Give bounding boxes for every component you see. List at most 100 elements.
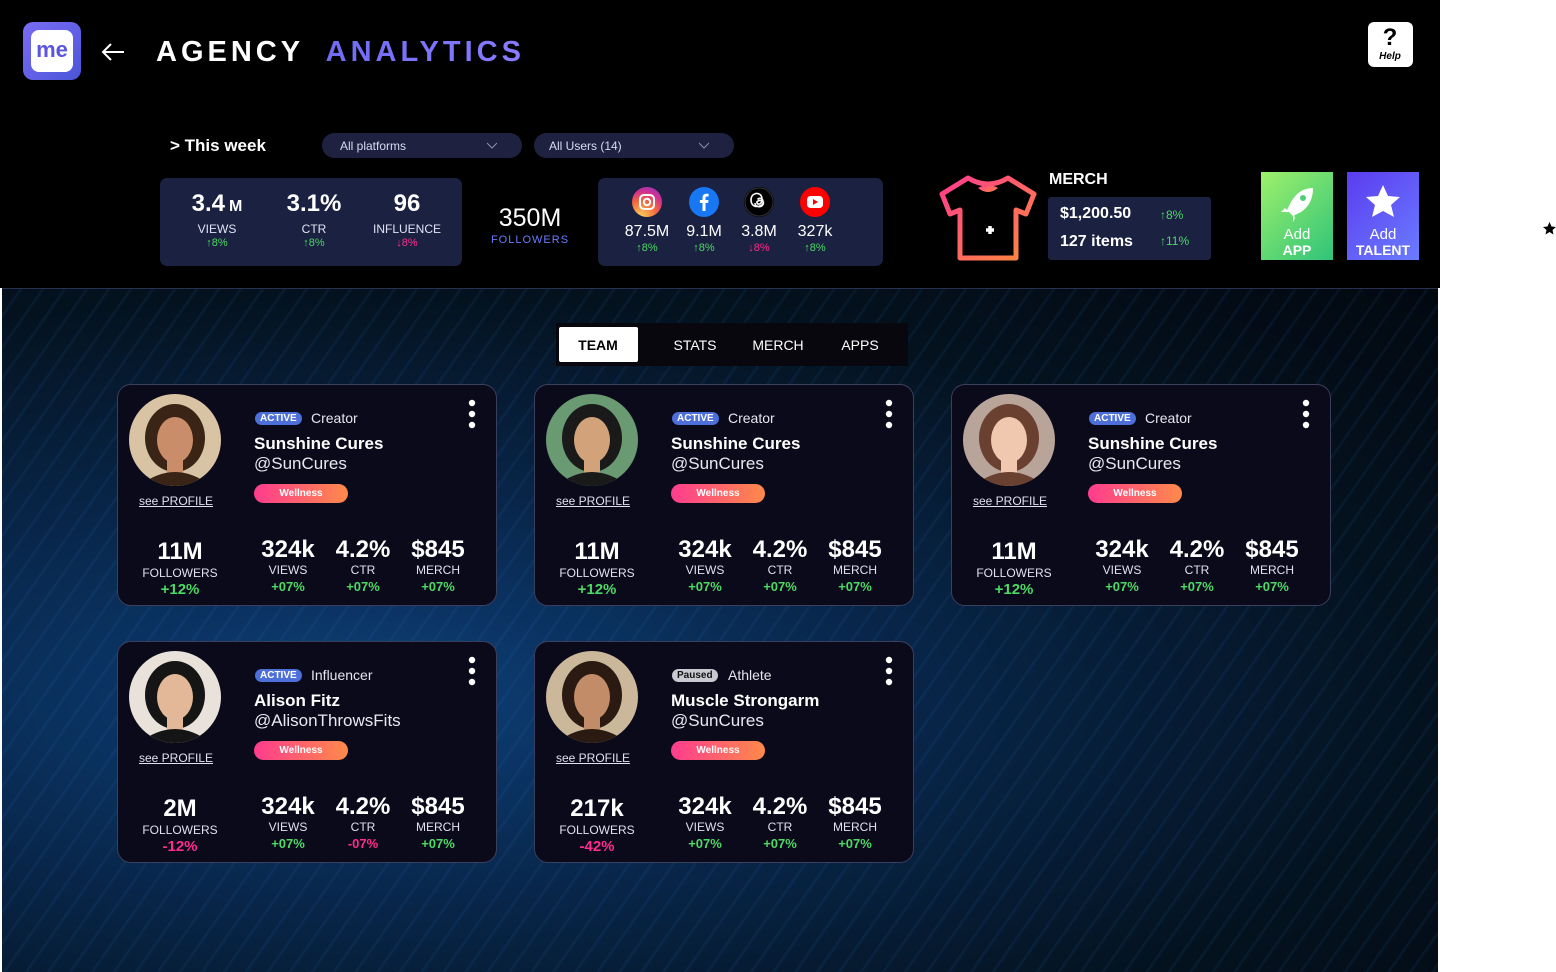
- card-stat-change: -07%: [347, 836, 379, 851]
- tab[interactable]: MERCH: [752, 337, 804, 353]
- stat-change: ↑8%: [206, 237, 228, 249]
- talent-card[interactable]: see PROFILE Paused Athlete Muscle Strongarm…: [534, 641, 914, 863]
- menu-button[interactable]: [885, 399, 893, 429]
- card-stat-value: $845: [411, 536, 465, 563]
- star-icon: [1543, 222, 1556, 235]
- back-arrow[interactable]: [100, 42, 126, 62]
- card-stat-value: 4.2%: [752, 793, 808, 820]
- card-stat-value: $845: [411, 793, 465, 820]
- platform-icon: [744, 187, 774, 217]
- avatar: [129, 651, 221, 743]
- merch-items: 127 items: [1060, 233, 1133, 250]
- stat-change: ↑8%: [303, 237, 325, 249]
- followers-change: -12%: [162, 838, 198, 855]
- status-badge: ACTIVE: [255, 412, 302, 425]
- card-stat-label: CTR: [350, 563, 376, 577]
- handle: @SunCures: [671, 711, 764, 730]
- menu-button[interactable]: [468, 399, 476, 429]
- help-icon: ?: [1382, 24, 1398, 51]
- card-stat-change: +07%: [421, 579, 455, 594]
- avatar: [546, 651, 638, 743]
- profile-link[interactable]: see PROFILE: [555, 751, 631, 765]
- card-stat-value: 4.2%: [752, 536, 808, 563]
- profile-link[interactable]: see PROFILE: [555, 494, 631, 508]
- button-line: APP: [1282, 242, 1312, 258]
- title-part: AGENCY: [156, 36, 304, 68]
- card-stat-change: +07%: [271, 579, 305, 594]
- tab[interactable]: APPS: [841, 337, 879, 353]
- followers-change: +12%: [160, 581, 200, 598]
- menu-button[interactable]: [468, 656, 476, 686]
- users-dropdown[interactable]: All Users (14): [534, 133, 734, 158]
- logo-text: me: [36, 37, 68, 62]
- tab[interactable]: STATS: [673, 337, 717, 353]
- status-badge: ACTIVE: [1089, 412, 1136, 425]
- tag: Wellness: [671, 484, 765, 503]
- profile-link[interactable]: see PROFILE: [138, 751, 214, 765]
- talent-card[interactable]: see PROFILE ACTIVE Creator Sunshine Cures @S…: [534, 384, 914, 606]
- handle: @AlisonThrowsFits: [254, 711, 401, 730]
- card-stat-change: +07%: [421, 836, 455, 851]
- card-stat-value: 4.2%: [1169, 536, 1225, 563]
- logo[interactable]: me: [23, 22, 81, 80]
- followers-value: 11M: [574, 538, 620, 565]
- card-stat-label: MERCH: [1250, 563, 1294, 577]
- stat-value: 96: [394, 190, 421, 218]
- period[interactable]: > This week: [170, 136, 266, 155]
- card-stat-change: +07%: [763, 579, 797, 594]
- followers-label: FOLLOWERS: [559, 566, 635, 580]
- menu-button[interactable]: [1302, 399, 1310, 429]
- role: Influencer: [311, 667, 373, 683]
- followers-value: 11M: [157, 538, 203, 565]
- menu-button[interactable]: [885, 656, 893, 686]
- card-stat-change: +07%: [688, 579, 722, 594]
- card-stat-change: +07%: [1255, 579, 1289, 594]
- add-app-button[interactable]: Add APP: [1261, 172, 1333, 260]
- card-stat-label: CTR: [767, 820, 793, 834]
- card-stat-value: 4.2%: [335, 793, 391, 820]
- followers-label: FOLLOWERS: [559, 823, 635, 837]
- followers-value: 2M: [163, 795, 197, 822]
- main-area: TEAM STATS MERCH APPS see PROFILE ACTIVE Crea…: [2, 288, 1438, 972]
- profile-link[interactable]: see PROFILE: [138, 494, 214, 508]
- talent-card[interactable]: see PROFILE ACTIVE Creator Sunshine Cures @S…: [117, 384, 497, 606]
- tag: Wellness: [1088, 484, 1182, 503]
- followers-label: FOLLOWERS: [142, 823, 218, 837]
- handle: @SunCures: [671, 454, 764, 473]
- talent-card[interactable]: see PROFILE ACTIVE Influencer Alison Fitz @A…: [117, 641, 497, 863]
- card-stat-label: MERCH: [833, 820, 877, 834]
- tab-bar: TEAM STATS MERCH APPS: [556, 323, 908, 366]
- role: Creator: [1145, 410, 1192, 426]
- card-stat-change: +07%: [1105, 579, 1139, 594]
- tab[interactable]: TEAM: [578, 337, 618, 353]
- talent-card[interactable]: see PROFILE ACTIVE Creator Sunshine Cures @S…: [951, 384, 1331, 606]
- role: Creator: [728, 410, 775, 426]
- button-line: TALENT: [1355, 242, 1411, 258]
- card-stat-label: VIEWS: [685, 563, 725, 577]
- card-stat-change: +07%: [271, 836, 305, 851]
- card-stat-value: 324k: [1095, 536, 1149, 563]
- card-stat-label: VIEWS: [268, 820, 308, 834]
- followers-change: +12%: [577, 581, 617, 598]
- profile-link[interactable]: see PROFILE: [972, 494, 1048, 508]
- platform-value: 3.8M: [741, 223, 777, 240]
- followers-change: -42%: [579, 838, 615, 855]
- platform-icon: [689, 187, 719, 217]
- card-stat-value: $845: [1245, 536, 1299, 563]
- role: Creator: [311, 410, 358, 426]
- status-badge: Paused: [672, 669, 718, 682]
- handle: @SunCures: [1088, 454, 1181, 473]
- card-stat-label: CTR: [350, 820, 376, 834]
- help-button[interactable]: ? Help: [1368, 22, 1413, 67]
- merch-icon: [939, 175, 1037, 261]
- platform-dropdown[interactable]: All platforms: [322, 133, 522, 158]
- title-part: ANALYTICS: [325, 36, 525, 68]
- name: Alison Fitz: [254, 691, 340, 710]
- name: Sunshine Cures: [671, 434, 801, 453]
- avatar: [546, 394, 638, 486]
- card-stat-label: MERCH: [416, 563, 460, 577]
- card-stat-label: MERCH: [833, 563, 877, 577]
- card-stat-label: VIEWS: [268, 563, 308, 577]
- add-talent-button[interactable]: Add TALENT: [1347, 172, 1419, 260]
- card-stat-label: CTR: [767, 563, 793, 577]
